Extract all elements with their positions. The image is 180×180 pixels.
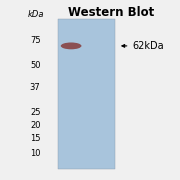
Text: 62kDa: 62kDa [132, 41, 164, 51]
Text: 20: 20 [30, 121, 40, 130]
Text: 15: 15 [30, 134, 40, 143]
Text: 10: 10 [30, 149, 40, 158]
Text: kDa: kDa [28, 10, 44, 19]
Text: 50: 50 [30, 61, 40, 70]
Text: 37: 37 [30, 83, 40, 92]
Text: Western Blot: Western Blot [68, 6, 155, 19]
FancyBboxPatch shape [58, 19, 115, 169]
Text: 25: 25 [30, 108, 40, 117]
Text: 75: 75 [30, 36, 40, 45]
Ellipse shape [61, 42, 81, 49]
